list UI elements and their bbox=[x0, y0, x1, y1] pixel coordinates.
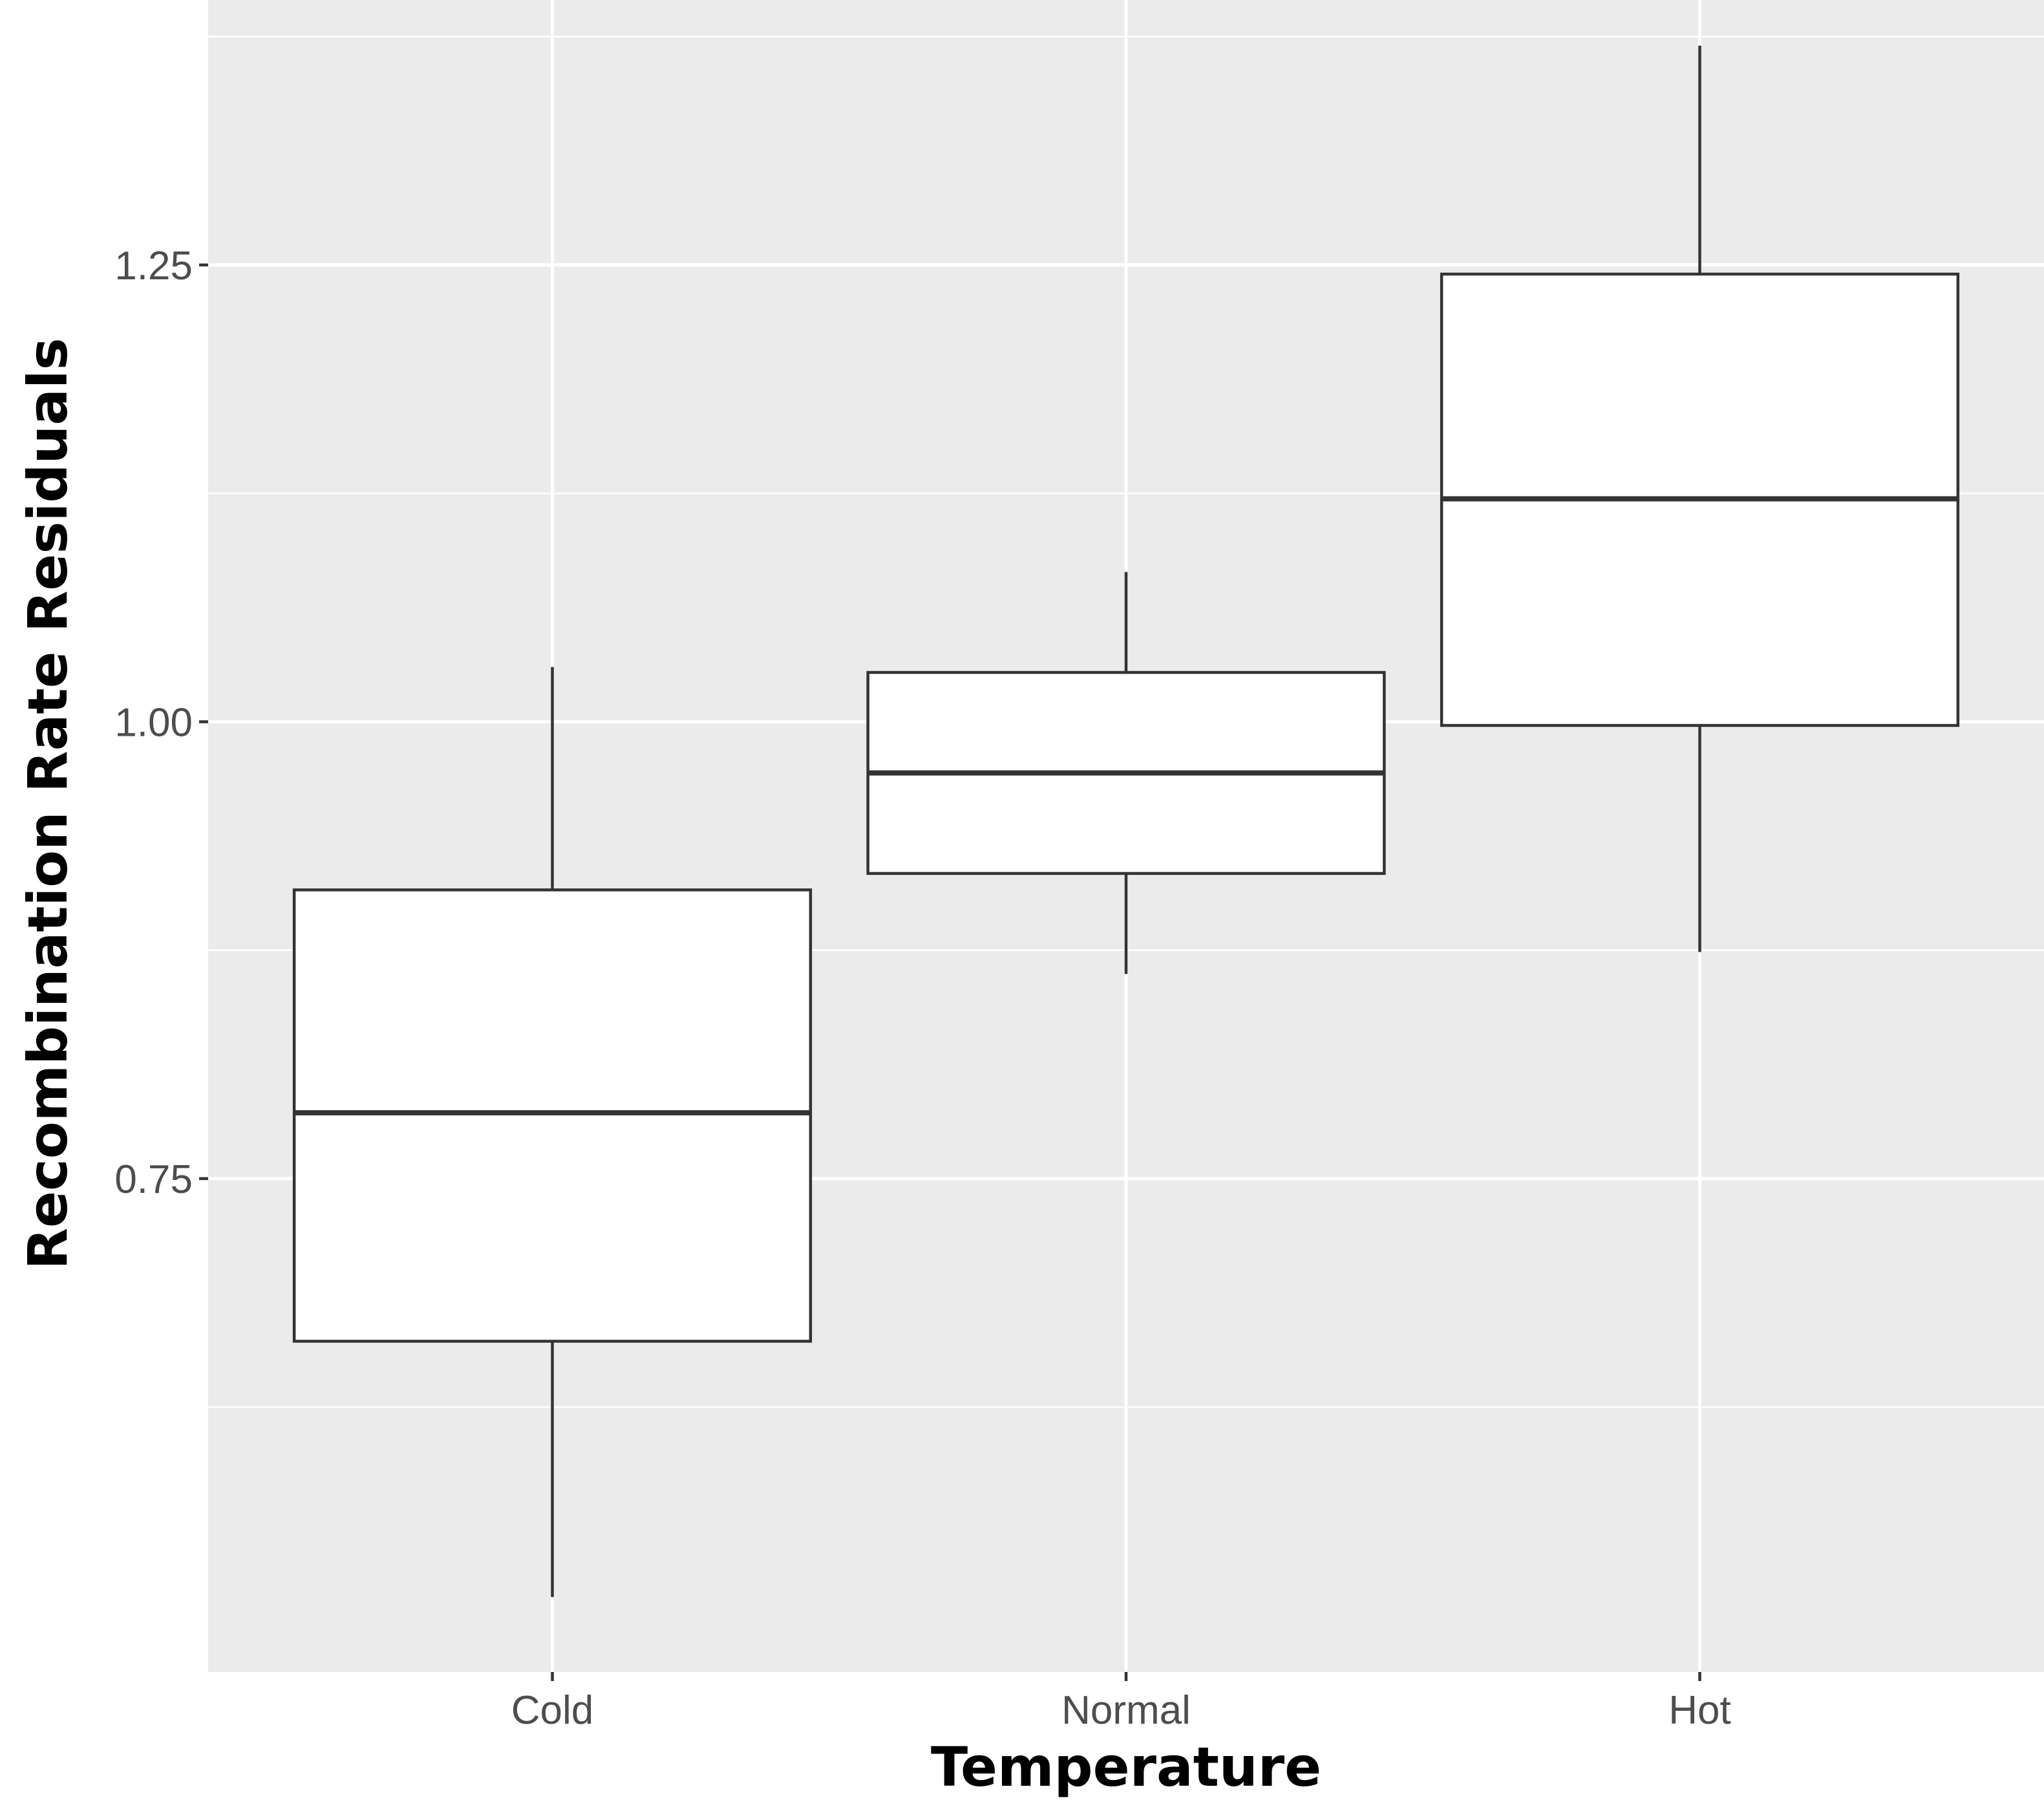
y-axis: 0.75 1.00 1.25 bbox=[114, 244, 208, 1202]
box-series bbox=[292, 45, 1960, 1598]
y-tick-label: 1.00 bbox=[114, 700, 193, 745]
y-tick-label: 1.25 bbox=[114, 244, 193, 288]
box-hot bbox=[1440, 45, 1960, 952]
x-axis-title: Temperature bbox=[931, 1735, 1321, 1799]
iqr-box bbox=[292, 888, 813, 1343]
box-normal bbox=[866, 572, 1386, 974]
x-tick-label: Normal bbox=[1061, 1688, 1191, 1733]
x-tick-label: Cold bbox=[511, 1688, 594, 1733]
x-tick-label: Hot bbox=[1668, 1688, 1730, 1733]
x-axis: Cold Normal Hot bbox=[511, 1672, 1731, 1733]
y-axis-title: Recombination Rate Residuals bbox=[16, 338, 80, 1269]
y-tick-label: 0.75 bbox=[114, 1157, 193, 1202]
box-cold bbox=[292, 667, 813, 1598]
